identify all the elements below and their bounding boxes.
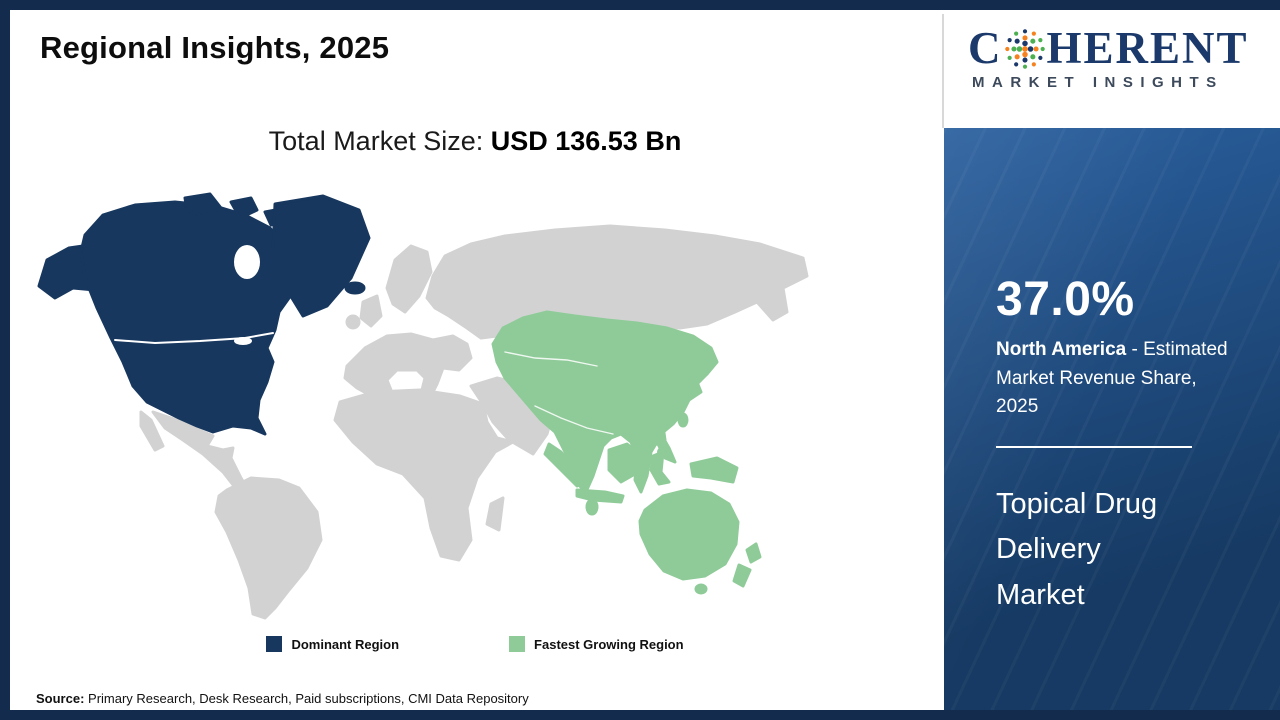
source-text: Primary Research, Desk Research, Paid su… [84, 691, 529, 706]
landmass-madagascar [485, 496, 505, 532]
legend-item-fastest-growing: Fastest Growing Region [509, 636, 684, 652]
page-title: Regional Insights, 2025 [40, 30, 390, 65]
source-note: Source: Primary Research, Desk Research,… [36, 691, 529, 706]
landmass-south-america [214, 476, 323, 620]
logo-wordmark: C HERENT [968, 26, 1273, 71]
company-logo: C HERENT MARKET INSIGHTS [968, 26, 1273, 92]
right-panel: 37.0% North America - Estimated Market R… [944, 128, 1280, 710]
us-canada-border [114, 332, 274, 345]
share-value: 37.0% [996, 273, 1135, 326]
world-map-svg [37, 192, 809, 620]
landmass-ireland [345, 314, 361, 330]
map-legend: Dominant Region Fastest Growing Region [10, 636, 940, 652]
region-tasmania [694, 583, 708, 595]
asia-internal-border-2 [534, 405, 614, 435]
total-market-size-label: Total Market Size: [268, 126, 491, 156]
landmass-mexico-central-america [151, 410, 249, 492]
logo-tagline: MARKET INSIGHTS [972, 74, 1224, 91]
region-java [575, 488, 625, 504]
share-description: North America - Estimated Market Revenue… [996, 336, 1236, 422]
region-taiwan [677, 412, 689, 428]
market-name: Topical Drug Delivery Market [996, 487, 1158, 612]
dominant-region-label: Dominant Region [291, 636, 400, 652]
region-sri-lanka [585, 498, 599, 516]
region-arctic-island-2 [229, 196, 259, 220]
region-iceland [344, 281, 366, 295]
region-sulawesi [649, 450, 671, 486]
region-new-zealand-north [745, 542, 762, 564]
region-canada-usa [79, 200, 295, 436]
total-market-size: Total Market Size: USD 136.53 Bn [10, 126, 940, 157]
region-new-zealand-south [732, 563, 752, 588]
fastest-growing-region-swatch [509, 636, 526, 652]
region-borneo [607, 442, 641, 484]
landmass-africa [333, 388, 515, 562]
legend-item-dominant: Dominant Region [266, 636, 399, 652]
region-philippines-1 [653, 424, 667, 446]
logo-letter-c: C [968, 23, 1003, 73]
region-japan [687, 348, 715, 388]
fastest-growing-region-label: Fastest Growing Region [534, 636, 684, 652]
asia-internal-border-1 [504, 351, 598, 367]
region-greenland [271, 194, 371, 318]
region-arctic-island-1 [183, 192, 223, 218]
world-map [30, 190, 820, 620]
region-new-guinea [689, 456, 739, 484]
dominant-region-swatch [266, 636, 283, 652]
landmass-russia [425, 224, 809, 340]
share-region-name: North America [996, 339, 1127, 360]
right-panel-content: 37.0% North America - Estimated Market R… [944, 128, 1280, 619]
region-sumatra [543, 442, 587, 488]
share-description-text: - Estimated Market Revenue Share, 2025 [996, 339, 1228, 417]
region-australia [638, 488, 740, 581]
total-market-size-value: USD 136.53 Bn [490, 126, 682, 156]
source-label: Source: [36, 691, 85, 706]
landmass-baja [139, 410, 165, 452]
logo-globe-icon [1004, 28, 1045, 69]
logo-divider-line [942, 14, 944, 128]
logo-letters-herent: HERENT [1046, 23, 1249, 73]
region-asia-mainland [491, 310, 719, 496]
landmass-scandinavia [385, 244, 433, 314]
landmass-uk [359, 294, 383, 328]
hudson-bay [234, 245, 260, 279]
panel-divider-line [996, 445, 1192, 448]
